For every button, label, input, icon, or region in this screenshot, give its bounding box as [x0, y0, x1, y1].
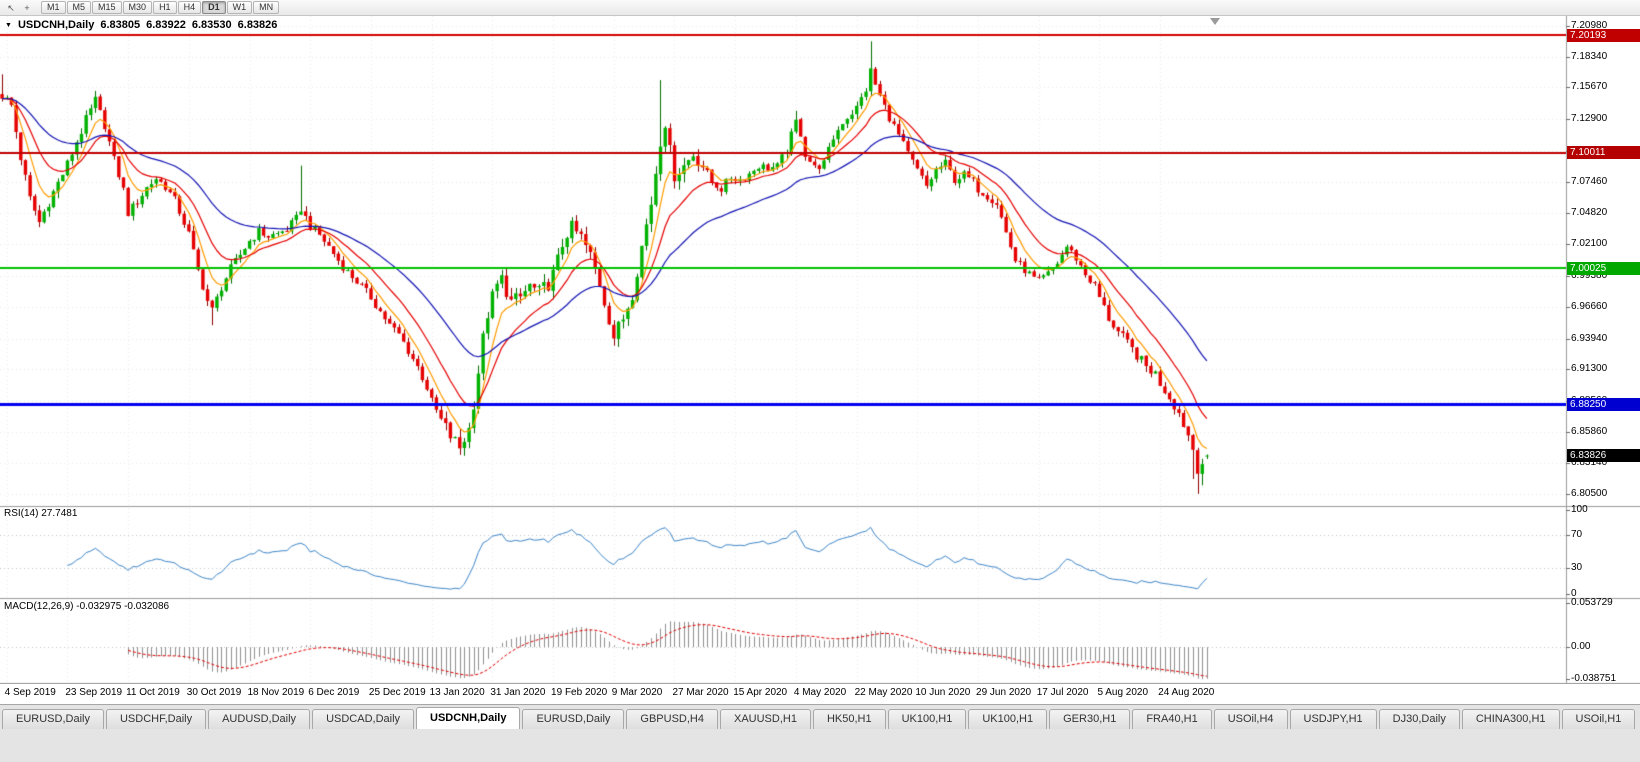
collapse-chart-icon[interactable]: ▼	[5, 21, 12, 29]
rsi-axis-tick: 100	[1571, 504, 1588, 515]
date-axis-tick: 31 Jan 2020	[490, 687, 546, 698]
macd-axis-tick: -0.038751	[1571, 673, 1617, 684]
time-axis[interactable]: 4 Sep 2019 23 Sep 2019 11 Oct 2019 30 Oct 2…	[0, 684, 1640, 704]
rsi-axis-tick: 30	[1571, 562, 1583, 574]
date-axis-tick: 9 Mar 2020	[611, 687, 663, 698]
timeframe-button-m15[interactable]: M15	[92, 1, 122, 14]
chart-tab-usdjpy-h1-14[interactable]: USDJPY,H1	[1289, 709, 1377, 729]
crosshair-icon[interactable]: +	[24, 2, 30, 13]
chart-ohlc-readout: ▼ USDCNH,Daily 6.83805 6.83922 6.83530 6…	[5, 19, 277, 31]
price-level-badge: 7.20193	[1567, 29, 1640, 42]
price-level-badge: 7.10011	[1567, 146, 1640, 159]
chart-tab-audusd-daily-2[interactable]: AUDUSD,Daily	[208, 709, 311, 729]
chart-tab-usdcnh-daily-4[interactable]: USDCNH,Daily	[416, 707, 521, 729]
chart-tab-fra40-h1-12[interactable]: FRA40,H1	[1132, 709, 1212, 729]
chart-tab-ger30-h1-11[interactable]: GER30,H1	[1049, 709, 1131, 729]
date-axis-tick: 10 Jun 2020	[915, 687, 971, 698]
current-price-badge: 6.83826	[1567, 449, 1640, 462]
chart-tabs: EURUSD,Daily USDCHF,Daily AUDUSD,Daily USDC…	[2, 707, 1640, 729]
chart-tab-usoil-h4-13[interactable]: USOil,H4	[1213, 709, 1288, 729]
toolbar-icons: ↖ +	[3, 1, 35, 15]
date-axis-tick: 13 Jan 2020	[429, 687, 485, 698]
chart-shift-marker[interactable]	[1210, 18, 1220, 25]
timeframe-button-h1[interactable]: H1	[153, 1, 177, 14]
price-chart-canvas[interactable]	[0, 16, 1640, 684]
ohlc-high-value: 6.83922	[146, 19, 186, 31]
chart-tab-hk50-h1-8[interactable]: HK50,H1	[812, 709, 886, 729]
rsi-axis-tick: 0	[1571, 587, 1577, 599]
macd-axis-tick: 0.00	[1571, 641, 1591, 653]
price-axis-tick: 6.99380	[1571, 269, 1608, 281]
timeframe-button-mn[interactable]: MN	[253, 1, 280, 14]
price-axis-tick: 6.96660	[1571, 301, 1608, 313]
price-axis-tick: 7.15670	[1571, 81, 1608, 93]
timeframe-button-h4[interactable]: H4	[177, 1, 202, 14]
chart-tab-usdchf-daily-1[interactable]: USDCHF,Daily	[105, 709, 207, 729]
price-level-badge: 6.88250	[1567, 398, 1640, 411]
timeframe-button-group: M1 M5 M15 M30 H1 H4 D1 W1 MN	[41, 1, 280, 14]
price-axis-tick: 7.02100	[1571, 238, 1608, 250]
price-axis-tick: 7.07460	[1571, 176, 1608, 188]
chart-tab-gbpusd-h4-6[interactable]: GBPUSD,H4	[626, 709, 718, 729]
date-axis-tick: 25 Dec 2019	[368, 687, 426, 698]
price-axis-tick: 6.93940	[1571, 332, 1608, 344]
chart-window: ▼ USDCNH,Daily 6.83805 6.83922 6.83530 6…	[0, 16, 1640, 684]
date-axis-tick: 17 Jul 2020	[1036, 687, 1089, 698]
macd-indicator-label: MACD(12,26,9) -0.032975 -0.032086	[4, 601, 170, 612]
chart-tab-eurusd-daily-5[interactable]: EURUSD,Daily	[522, 709, 625, 729]
price-axis-tick: 6.85860	[1571, 426, 1608, 438]
timeframe-button-d1[interactable]: D1	[202, 1, 226, 14]
date-axis-tick: 18 Nov 2019	[247, 687, 305, 698]
price-level-badge: 7.00025	[1567, 262, 1640, 275]
chart-tab-china300-h1-16[interactable]: CHINA300,H1	[1461, 709, 1560, 729]
date-axis-tick: 30 Oct 2019	[186, 687, 242, 698]
chart-tabs-bar: EURUSD,Daily USDCHF,Daily AUDUSD,Daily USDC…	[0, 704, 1640, 762]
price-axis-tick: 6.80500	[1571, 488, 1608, 499]
timeframe-toolbar: ↖ + M1 M5 M15 M30 H1 H4 D1 W1 MN	[0, 0, 1640, 16]
chart-tab-uk100-h1-9[interactable]: UK100,H1	[887, 709, 967, 729]
ohlc-close-value: 6.83826	[237, 19, 278, 31]
rsi-indicator-label: RSI(14) 27.7481	[4, 508, 78, 519]
date-axis-tick: 11 Oct 2019	[126, 687, 180, 698]
price-axis-tick: 6.83140	[1571, 457, 1608, 469]
chart-tab-usoil-h1-17[interactable]: USOil,H1	[1561, 709, 1636, 729]
timeframe-button-m30[interactable]: M30	[122, 1, 153, 14]
date-axis-tick: 19 Feb 2020	[551, 687, 608, 698]
ohlc-open-value: 6.83805	[100, 19, 141, 31]
date-axis-tick: 27 Mar 2020	[672, 687, 729, 698]
date-axis-tick: 23 Sep 2019	[65, 687, 123, 698]
price-axis-tick: 7.04820	[1571, 206, 1608, 218]
price-axis-tick: 6.91300	[1571, 363, 1608, 375]
chart-tab-eurusd-daily-0[interactable]: EURUSD,Daily	[2, 709, 104, 729]
timeframe-button-m5[interactable]: M5	[66, 1, 92, 14]
chart-tab-xauusd-h1-7[interactable]: XAUUSD,H1	[719, 709, 811, 729]
date-axis-tick: 5 Aug 2020	[1097, 687, 1149, 698]
chart-tab-usdcad-daily-3[interactable]: USDCAD,Daily	[312, 709, 415, 729]
price-axis-tick: 7.12900	[1571, 113, 1608, 125]
price-axis-tick: 7.18340	[1571, 50, 1608, 62]
timeframe-button-m1[interactable]: M1	[41, 1, 66, 14]
date-axis-tick: 22 May 2020	[854, 687, 913, 698]
date-axis-tick: 6 Dec 2019	[308, 687, 360, 698]
price-axis-tick: 7.20980	[1571, 20, 1608, 31]
chart-tab-dj30-daily-15[interactable]: DJ30,Daily	[1378, 709, 1460, 729]
ohlc-low-value: 6.83530	[191, 19, 232, 31]
timeframe-button-w1[interactable]: W1	[226, 1, 253, 14]
date-axis-tick: 29 Jun 2020	[976, 687, 1032, 698]
date-axis-tick: 15 Apr 2020	[733, 687, 788, 698]
macd-axis-tick: 0.053729	[1571, 597, 1613, 608]
chart-tab-uk100-h1-10[interactable]: UK100,H1	[968, 709, 1048, 729]
date-axis-tick: 4 May 2020	[793, 687, 847, 698]
date-axis-tick: 4 Sep 2019	[4, 687, 56, 698]
cursor-icon[interactable]: ↖	[7, 2, 15, 13]
chart-symbol-period: USDCNH,Daily	[17, 19, 95, 31]
date-axis-tick: 24 Aug 2020	[1158, 687, 1215, 698]
rsi-axis-tick: 70	[1571, 529, 1583, 541]
